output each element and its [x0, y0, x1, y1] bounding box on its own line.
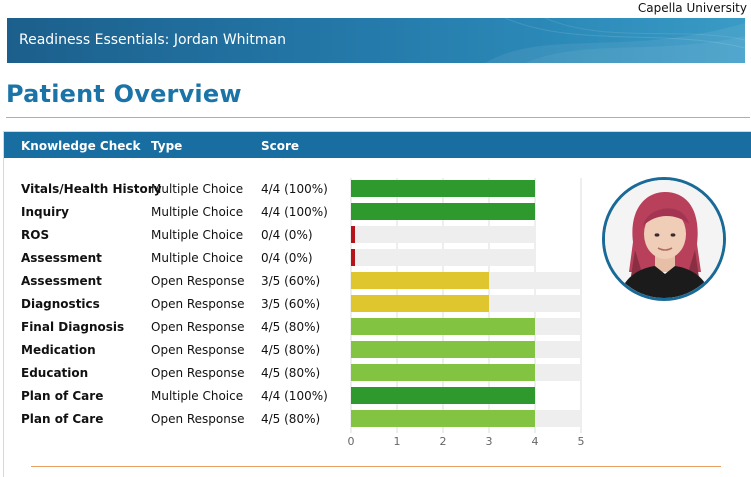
score-bar — [351, 387, 535, 404]
table-row-final-diagnosis-label: Final Diagnosis — [21, 320, 125, 334]
axis-tick-label: 2 — [440, 435, 447, 448]
table-row-plan-of-care-label: Plan of Care — [21, 412, 104, 426]
axis-tick-label: 5 — [578, 435, 585, 448]
axis-tick-label: 0 — [348, 435, 355, 448]
table-row-plan-of-care-label: Plan of Care — [21, 389, 104, 403]
divider — [6, 117, 750, 118]
score-bar — [351, 226, 355, 243]
table-row-medication-type: Open Response — [151, 343, 245, 357]
patient-avatar-icon — [605, 180, 723, 298]
axis-tick-label: 3 — [486, 435, 493, 448]
score-bar — [351, 318, 535, 335]
score-bar — [351, 410, 535, 427]
table-row-education-type: Open Response — [151, 366, 245, 380]
table-row-inquiry-label: Inquiry — [21, 205, 69, 219]
table-row-assessment-type: Multiple Choice — [151, 251, 244, 265]
column-header-score: Score — [261, 139, 300, 153]
table-row-final-diagnosis-type: Open Response — [151, 320, 245, 334]
banner-title: Readiness Essentials: Jordan Whitman — [19, 32, 286, 48]
table-row-medication-score: 4/5 (80%) — [261, 343, 321, 357]
table-row-diagnostics-type: Open Response — [151, 297, 245, 311]
app-banner: Readiness Essentials: Jordan Whitman — [7, 18, 745, 63]
table-row-assessment-type: Open Response — [151, 274, 245, 288]
table-row-ros-score: 0/4 (0%) — [261, 228, 313, 242]
table-row-assessment-score: 0/4 (0%) — [261, 251, 313, 265]
score-track — [351, 249, 535, 266]
page-title: Patient Overview — [6, 80, 242, 108]
table-row-diagnostics-score: 3/5 (60%) — [261, 297, 321, 311]
table-row-education-label: Education — [21, 366, 89, 380]
score-bar-chart: 0 1 2 3 4 5 — [348, 178, 585, 448]
table-row-medication-label: Medication — [21, 343, 96, 357]
axis-tick-label: 1 — [394, 435, 401, 448]
table-row-diagnostics-label: Diagnostics — [21, 297, 100, 311]
score-bar — [351, 364, 535, 381]
score-bar — [351, 180, 535, 197]
score-bar — [351, 203, 535, 220]
table-row-plan-of-care-score: 4/5 (80%) — [261, 412, 321, 426]
table-row-vitals-health-history-score: 4/4 (100%) — [261, 182, 328, 196]
table-row-ros-type: Multiple Choice — [151, 228, 244, 242]
table-row-assessment-label: Assessment — [21, 251, 102, 265]
score-bar — [351, 295, 489, 312]
score-bar — [351, 272, 489, 289]
university-label: Capella University — [637, 1, 747, 15]
score-bar — [351, 249, 355, 266]
table-row-inquiry-type: Multiple Choice — [151, 205, 244, 219]
score-bar — [351, 341, 535, 358]
table-header: Knowledge Check Type Score — [4, 132, 751, 158]
table-row-plan-of-care-type: Multiple Choice — [151, 389, 244, 403]
table-row-assessment-label: Assessment — [21, 274, 102, 288]
table-row-vitals-health-history-type: Multiple Choice — [151, 182, 244, 196]
divider-bottom — [31, 466, 721, 467]
score-track — [351, 226, 535, 243]
axis-tick-label: 4 — [532, 435, 539, 448]
column-header-type: Type — [151, 139, 183, 153]
table-row-final-diagnosis-score: 4/5 (80%) — [261, 320, 321, 334]
knowledge-check-panel: Knowledge Check Type Score Vitals/Health… — [3, 131, 751, 477]
table-row-inquiry-score: 4/4 (100%) — [261, 205, 328, 219]
avatar — [602, 177, 726, 301]
table-row-vitals-health-history-label: Vitals/Health History — [21, 182, 162, 196]
table-row-plan-of-care-score: 4/4 (100%) — [261, 389, 328, 403]
table-row-education-score: 4/5 (80%) — [261, 366, 321, 380]
table-row-assessment-score: 3/5 (60%) — [261, 274, 321, 288]
column-header-knowledge-check: Knowledge Check — [21, 139, 141, 153]
table-row-ros-label: ROS — [21, 228, 50, 242]
banner-wave-decoration — [485, 18, 745, 63]
table-row-plan-of-care-type: Open Response — [151, 412, 245, 426]
